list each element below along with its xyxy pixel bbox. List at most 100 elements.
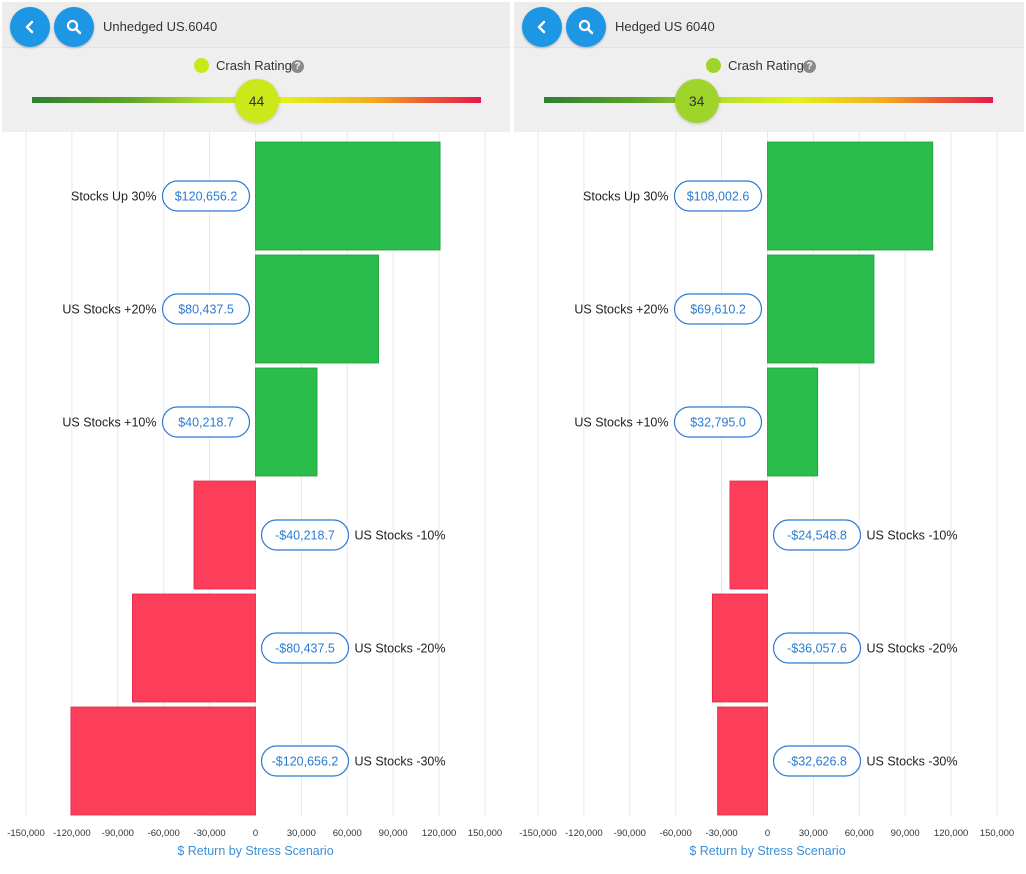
value-label: $108,002.6 <box>687 190 750 204</box>
value-label: $40,218.7 <box>178 416 234 430</box>
x-tick-label: -120,000 <box>565 828 603 839</box>
chevron-left-icon <box>537 20 546 34</box>
crash-rating-row: Crash Rating ? <box>2 56 512 76</box>
bar-us-stocks-20-[interactable] <box>767 254 875 364</box>
panel-header: Hedged US 6040 Crash Rating ? 34 <box>514 2 1024 132</box>
bar-us-stocks-10-[interactable] <box>255 367 318 477</box>
crash-rating-label: Crash Rating <box>216 58 292 73</box>
value-pill <box>161 406 251 438</box>
panel-title: Unhedged US.6040 <box>103 19 218 34</box>
value-label: -$120,656.2 <box>272 755 339 769</box>
chevron-left-icon <box>25 20 34 34</box>
category-label: US Stocks -20% <box>355 642 446 656</box>
value-label: $32,795.0 <box>690 416 746 430</box>
value-pill <box>673 293 763 325</box>
bar-us-stocks-30-[interactable] <box>717 706 768 816</box>
x-tick-label: -150,000 <box>7 828 45 839</box>
bar-us-stocks-20-[interactable] <box>711 593 768 703</box>
bar-stocks-up-30-[interactable] <box>255 141 441 251</box>
crash-rating-dot <box>194 58 209 73</box>
panel-divider <box>510 0 514 874</box>
value-pill <box>161 293 251 325</box>
x-tick-label: -120,000 <box>53 828 91 839</box>
crash-rating-scale <box>544 97 993 103</box>
x-tick-label: 150,000 <box>980 828 1014 839</box>
value-pill <box>260 745 350 777</box>
value-label: -$80,437.5 <box>275 642 335 656</box>
category-label: US Stocks -30% <box>355 755 446 769</box>
value-pill <box>772 632 862 664</box>
crash-rating-knob: 44 <box>234 79 279 123</box>
category-label: US Stocks -30% <box>867 755 958 769</box>
value-pill <box>161 180 251 212</box>
value-label: $69,610.2 <box>690 303 746 317</box>
value-label: -$32,626.8 <box>787 755 847 769</box>
search-icon <box>578 19 594 35</box>
x-tick-label: -30,000 <box>705 828 737 839</box>
value-label: -$24,548.8 <box>787 529 847 543</box>
x-tick-label: -60,000 <box>148 828 180 839</box>
hedged-panel: Hedged US 6040 Crash Rating ? 34 $108,00… <box>514 0 1024 874</box>
value-pill <box>673 180 763 212</box>
x-tick-label: 120,000 <box>934 828 968 839</box>
crash-rating-row: Crash Rating ? <box>514 56 1024 76</box>
bar-us-stocks-20-[interactable] <box>255 254 379 364</box>
x-tick-label: 0 <box>253 828 258 839</box>
x-tick-label: 0 <box>765 828 770 839</box>
crash-rating-dot <box>706 58 721 73</box>
value-pill <box>260 632 350 664</box>
x-tick-label: 90,000 <box>891 828 920 839</box>
x-tick-label: -90,000 <box>102 828 134 839</box>
category-label: US Stocks -10% <box>355 529 446 543</box>
x-axis-title: $ Return by Stress Scenario <box>177 844 333 858</box>
x-tick-label: 30,000 <box>287 828 316 839</box>
question-circle-icon[interactable]: ? <box>291 60 304 73</box>
crash-rating-knob: 34 <box>674 79 719 123</box>
x-tick-label: 30,000 <box>799 828 828 839</box>
x-tick-label: 60,000 <box>333 828 362 839</box>
x-tick-label: -150,000 <box>519 828 557 839</box>
bar-us-stocks-30-[interactable] <box>70 706 256 816</box>
x-axis-title: $ Return by Stress Scenario <box>689 844 845 858</box>
value-label: $80,437.5 <box>178 303 234 317</box>
category-label: Stocks Up 30% <box>71 190 156 204</box>
value-label: -$36,057.6 <box>787 642 847 656</box>
question-circle-icon[interactable]: ? <box>803 60 816 73</box>
bar-us-stocks-10-[interactable] <box>729 480 768 590</box>
x-tick-label: 60,000 <box>845 828 874 839</box>
bar-us-stocks-10-[interactable] <box>193 480 256 590</box>
back-button[interactable] <box>10 7 50 47</box>
x-tick-label: 120,000 <box>422 828 456 839</box>
category-label: US Stocks +10% <box>574 416 668 430</box>
value-pill <box>260 519 350 551</box>
category-label: US Stocks -20% <box>867 642 958 656</box>
value-pill <box>772 745 862 777</box>
category-label: Stocks Up 30% <box>583 190 668 204</box>
stress-scenario-chart: $120,656.2 Stocks Up 30% $80,437.5 US Stock… <box>7 132 502 858</box>
category-label: US Stocks +20% <box>574 303 668 317</box>
search-button[interactable] <box>566 7 606 47</box>
bar-us-stocks-20-[interactable] <box>132 593 256 703</box>
search-icon <box>66 19 82 35</box>
unhedged-panel: Unhedged US.6040 Crash Rating ? 44 $120,… <box>2 0 512 874</box>
x-tick-label: 90,000 <box>379 828 408 839</box>
panel-toolbar: Hedged US 6040 <box>514 2 1024 48</box>
value-label: $120,656.2 <box>175 190 238 204</box>
bar-us-stocks-10-[interactable] <box>767 367 819 477</box>
x-tick-label: -30,000 <box>193 828 225 839</box>
crash-rating-value: 44 <box>248 93 265 109</box>
value-pill <box>772 519 862 551</box>
crash-rating-label: Crash Rating <box>728 58 804 73</box>
x-tick-label: 150,000 <box>468 828 502 839</box>
crash-rating-value: 34 <box>688 93 705 109</box>
back-button[interactable] <box>522 7 562 47</box>
stress-scenario-chart: $108,002.6 Stocks Up 30% $69,610.2 US Stock… <box>519 132 1014 858</box>
x-tick-label: -90,000 <box>614 828 646 839</box>
search-button[interactable] <box>54 7 94 47</box>
category-label: US Stocks +20% <box>62 303 156 317</box>
value-pill <box>673 406 763 438</box>
panel-toolbar: Unhedged US.6040 <box>2 2 512 48</box>
bar-stocks-up-30-[interactable] <box>767 141 934 251</box>
panel-title: Hedged US 6040 <box>615 19 715 34</box>
category-label: US Stocks -10% <box>867 529 958 543</box>
